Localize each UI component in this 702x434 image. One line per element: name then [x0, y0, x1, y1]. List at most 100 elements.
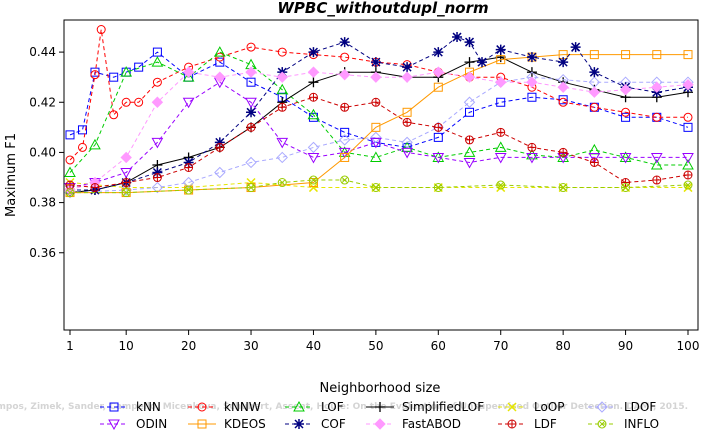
x-tick-label: 50 — [368, 339, 383, 353]
data-point — [370, 151, 382, 162]
data-point — [371, 97, 381, 107]
data-point — [652, 112, 662, 122]
legend-label: INFLO — [624, 417, 659, 431]
data-point — [215, 142, 225, 152]
legend-label: kNN — [136, 400, 161, 414]
legend-entry-ldf: LDF — [498, 417, 557, 431]
data-point — [619, 152, 632, 164]
data-point — [526, 152, 538, 164]
data-point — [496, 127, 506, 137]
data-point — [682, 78, 694, 91]
data-point — [246, 122, 256, 132]
x-axis-label: Neighborhood size — [320, 381, 441, 396]
data-point — [589, 102, 599, 112]
data-point — [307, 152, 320, 164]
data-point — [340, 152, 350, 162]
data-point — [375, 402, 385, 412]
data-point — [596, 401, 608, 413]
x-tick-label: 10 — [119, 339, 134, 353]
data-point — [197, 419, 207, 429]
data-point — [90, 183, 100, 193]
legend-entry-knnw: kNNW — [188, 400, 261, 414]
data-point — [246, 77, 256, 87]
data-point — [96, 25, 106, 35]
x-tick-label: 90 — [618, 339, 633, 353]
series-line-lof — [69, 51, 688, 173]
data-point — [134, 97, 144, 107]
legend-entry-cof: COF — [285, 417, 346, 431]
data-point — [277, 102, 287, 112]
data-point — [151, 96, 164, 108]
data-point — [308, 178, 318, 188]
x-tick-label: 70 — [493, 339, 508, 353]
legend-label: LDOF — [624, 400, 656, 414]
data-point — [182, 66, 195, 78]
data-point — [495, 44, 506, 55]
data-point — [308, 183, 318, 193]
data-point — [371, 183, 381, 193]
data-point — [307, 108, 320, 120]
data-point — [121, 178, 131, 188]
data-point — [433, 132, 443, 142]
data-point — [308, 47, 319, 58]
data-point — [64, 166, 76, 177]
data-point — [182, 176, 195, 189]
data-point — [370, 71, 382, 83]
data-point — [557, 81, 569, 93]
y-axis-label: Maximum F1 — [4, 133, 19, 217]
legend-label: SimplifiedLOF — [402, 400, 484, 414]
series-line-fastabod — [69, 71, 689, 191]
data-point — [621, 50, 631, 60]
data-point — [621, 112, 631, 122]
data-point — [589, 67, 600, 78]
data-point — [494, 152, 507, 164]
data-point — [120, 151, 132, 164]
data-point — [246, 42, 256, 52]
data-point — [120, 66, 133, 77]
legend-label: LDF — [534, 417, 557, 431]
data-point — [109, 110, 119, 120]
data-point — [340, 175, 350, 185]
chart-title: WPBC_withoutdupl_norm — [277, 0, 488, 17]
data-point — [589, 157, 599, 167]
data-point — [90, 70, 100, 80]
data-point — [182, 71, 195, 82]
data-point — [683, 122, 693, 132]
data-point — [463, 146, 476, 157]
series-line-loop — [69, 181, 688, 188]
data-point — [477, 57, 487, 68]
data-point — [120, 167, 133, 179]
data-point — [683, 112, 693, 122]
data-point — [77, 125, 87, 135]
data-point — [433, 183, 443, 193]
data-point — [401, 136, 413, 149]
data-point — [526, 76, 538, 88]
legend-label: ODIN — [136, 417, 167, 431]
data-point — [109, 402, 119, 412]
data-point — [588, 143, 601, 155]
data-point — [245, 66, 257, 78]
data-point — [496, 97, 506, 107]
data-point — [277, 178, 287, 188]
data-point — [307, 66, 320, 78]
data-point — [597, 419, 607, 429]
data-point — [526, 148, 538, 160]
data-point — [464, 57, 475, 68]
data-point — [558, 183, 568, 193]
x-tick-label: 80 — [556, 339, 571, 353]
legend-label: LOF — [321, 400, 344, 414]
data-point — [277, 47, 287, 57]
data-point — [527, 92, 537, 102]
data-point — [182, 97, 195, 109]
data-point — [452, 32, 463, 43]
watermark-text: Campos, Zimek, Sander, Campello, Micenko… — [0, 402, 688, 412]
legend-entry-odin: ODIN — [100, 417, 167, 431]
data-point — [213, 46, 226, 57]
data-point — [463, 96, 476, 108]
legend: kNN kNNW LOF SimplifiedLOF LoOP LDOF ODIN KDEOS… — [100, 400, 659, 431]
legend-entry-simplifiedlof: SimplifiedLOF — [366, 400, 484, 414]
data-point — [402, 62, 413, 73]
y-tick-label: 0.36 — [29, 246, 56, 260]
data-point — [433, 47, 444, 58]
data-point — [152, 173, 162, 182]
